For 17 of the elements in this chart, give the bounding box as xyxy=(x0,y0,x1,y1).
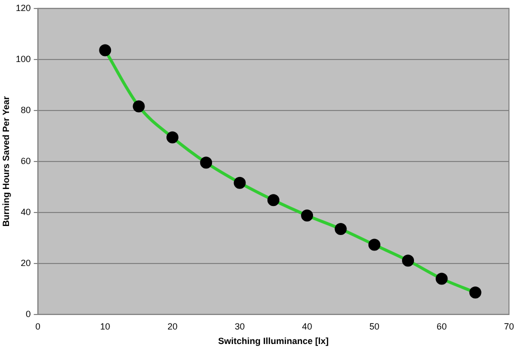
x-tick-label: 10 xyxy=(100,321,110,332)
y-tick-label: 120 xyxy=(16,2,31,13)
x-tick-label: 30 xyxy=(234,321,245,332)
x-tick-label: 60 xyxy=(436,321,447,332)
x-tick-label: 70 xyxy=(504,321,514,332)
y-tick-label: 80 xyxy=(20,104,31,115)
x-tick-label: 40 xyxy=(302,321,312,332)
x-axis-title: Switching Illuminance [lx] xyxy=(218,336,329,346)
y-tick-label: 60 xyxy=(20,156,31,166)
y-tick-label: 20 xyxy=(20,258,31,268)
y-tick-label: 0 xyxy=(26,308,31,319)
y-tick-label: 40 xyxy=(20,206,31,217)
x-tick-label: 20 xyxy=(167,321,178,332)
x-tick-label: 0 xyxy=(35,321,40,332)
y-tick-label: 100 xyxy=(16,54,31,64)
x-tick-label: 50 xyxy=(369,321,380,332)
y-axis-title: Burning Hours Saved Per Year xyxy=(0,96,11,227)
